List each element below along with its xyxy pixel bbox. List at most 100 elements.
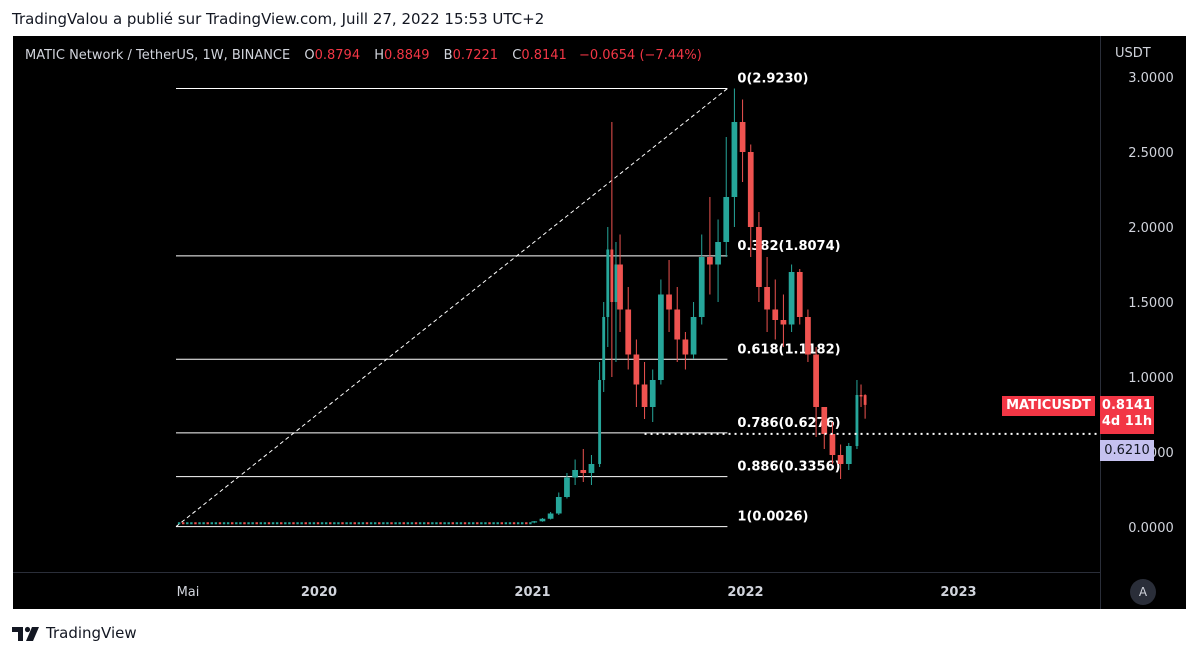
candle bbox=[357, 522, 361, 525]
candle bbox=[739, 99, 746, 182]
change-value: −0.0654 (−7.44%) bbox=[578, 48, 702, 63]
candle bbox=[386, 522, 389, 525]
price-tick-label: 1.5000 bbox=[1128, 296, 1174, 311]
candle bbox=[304, 522, 307, 525]
symbol-tag: MATICUSDT bbox=[1002, 396, 1095, 416]
candle bbox=[337, 522, 340, 525]
candle bbox=[480, 522, 483, 525]
candle bbox=[243, 522, 246, 525]
low-label: B bbox=[443, 48, 453, 63]
candle bbox=[666, 260, 672, 332]
candle bbox=[539, 518, 546, 522]
time-tick-label: 2020 bbox=[301, 585, 337, 600]
symbol-info: MATIC Network / TetherUS, 1W, BINANCE O0… bbox=[25, 48, 702, 63]
candle bbox=[467, 522, 471, 525]
fib-level-label: 0.886(0.3356) bbox=[737, 460, 840, 475]
candle bbox=[427, 522, 430, 525]
candle bbox=[698, 234, 705, 325]
candle bbox=[606, 227, 610, 347]
candle bbox=[255, 522, 258, 525]
candle bbox=[190, 522, 193, 525]
footer-brand[interactable]: TradingView bbox=[46, 624, 137, 642]
candle bbox=[588, 455, 595, 485]
candle bbox=[492, 522, 495, 525]
candle bbox=[674, 287, 681, 362]
fibonacci-trendline[interactable] bbox=[175, 88, 728, 528]
symbol-description: MATIC Network / TetherUS, 1W, BINANCE bbox=[25, 48, 291, 63]
candle bbox=[531, 521, 538, 524]
candle bbox=[455, 522, 459, 525]
candle bbox=[547, 512, 554, 520]
tradingview-logo-icon[interactable] bbox=[12, 624, 42, 644]
candle bbox=[390, 522, 393, 525]
candle bbox=[382, 522, 385, 525]
publish-caption: TradingValou a publié sur TradingView.co… bbox=[12, 10, 545, 28]
candle bbox=[394, 522, 397, 525]
candle bbox=[451, 522, 454, 525]
low-value: 0.7221 bbox=[452, 48, 499, 63]
candle bbox=[476, 522, 479, 525]
candle bbox=[365, 522, 369, 525]
price-tick-label: 1.0000 bbox=[1128, 371, 1174, 386]
fib-level-label: 0.618(1.1182) bbox=[737, 342, 840, 357]
chart-frame[interactable]: 0(2.9230) 0.382(1.8074) 0.618(1.1182) 0.786… bbox=[13, 36, 1186, 609]
candle bbox=[414, 522, 418, 525]
candle bbox=[821, 407, 828, 449]
candle bbox=[271, 522, 275, 525]
candle bbox=[855, 380, 859, 449]
time-tick-label: 2021 bbox=[514, 585, 550, 600]
candle bbox=[747, 144, 754, 257]
fibonacci-retracement[interactable]: 0(2.9230) 0.382(1.8074) 0.618(1.1182) 0.786… bbox=[176, 72, 841, 528]
candle bbox=[292, 522, 295, 525]
candle bbox=[324, 522, 328, 525]
candle bbox=[406, 522, 410, 525]
fib-level-label: 0.382(1.8074) bbox=[737, 239, 840, 254]
candle bbox=[756, 212, 762, 302]
candle bbox=[275, 522, 279, 525]
candle bbox=[316, 522, 320, 525]
candle bbox=[484, 522, 487, 525]
candle bbox=[723, 137, 730, 257]
candle bbox=[837, 444, 844, 479]
high-label: H bbox=[374, 48, 385, 63]
candle bbox=[410, 522, 414, 525]
candle bbox=[231, 522, 234, 525]
candle bbox=[508, 522, 512, 525]
candle bbox=[320, 522, 324, 525]
candle bbox=[529, 522, 532, 525]
candle bbox=[598, 362, 602, 467]
candle bbox=[863, 394, 867, 419]
currency-label[interactable]: USDT bbox=[1115, 46, 1151, 61]
candle bbox=[780, 294, 787, 347]
candle bbox=[516, 522, 520, 525]
candle bbox=[378, 522, 381, 525]
candle bbox=[555, 492, 562, 515]
candle bbox=[580, 449, 587, 482]
candle bbox=[418, 522, 422, 525]
candle bbox=[772, 279, 779, 340]
candle bbox=[202, 522, 205, 525]
high-value: 0.8849 bbox=[384, 48, 430, 63]
candle bbox=[369, 522, 373, 525]
time-tick-label: Mai bbox=[177, 585, 200, 600]
auto-scale-button[interactable]: A bbox=[1130, 579, 1156, 605]
time-tick-label: 2023 bbox=[940, 585, 976, 600]
price-tick-label: 0.0000 bbox=[1128, 521, 1174, 536]
candle bbox=[186, 522, 189, 525]
fib-level-label: 0.786(0.6276) bbox=[737, 416, 840, 431]
price-chart[interactable]: 0(2.9230) 0.382(1.8074) 0.618(1.1182) 0.786… bbox=[13, 36, 1186, 609]
candle bbox=[572, 459, 578, 485]
candle bbox=[715, 219, 721, 302]
candle bbox=[500, 522, 503, 525]
candle bbox=[329, 522, 332, 525]
candle bbox=[222, 522, 226, 525]
candle bbox=[308, 522, 312, 525]
candle bbox=[488, 522, 491, 525]
candle bbox=[633, 339, 640, 407]
candle bbox=[267, 522, 271, 525]
candle bbox=[829, 422, 836, 464]
candle bbox=[210, 522, 213, 525]
price-tick-label: 2.5000 bbox=[1128, 146, 1174, 161]
candle bbox=[198, 522, 201, 525]
candle bbox=[788, 264, 795, 332]
